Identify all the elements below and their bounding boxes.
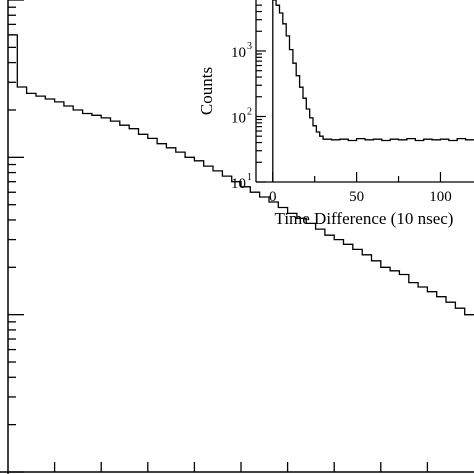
inset-y-tick-label: 10 <box>231 176 246 192</box>
inset-x-tick-label: 50 <box>349 189 364 205</box>
inset-y-tick-exponent: 1 <box>247 172 252 183</box>
inset-y-tick-exponent: 2 <box>247 106 252 117</box>
inset-x-tick-label: 0 <box>269 189 277 205</box>
inset-x-axis-label: Time Difference (10 nsec) <box>275 209 454 228</box>
inset-y-tick-label: 10 <box>231 110 246 126</box>
inset-x-tick-label: 100 <box>429 189 452 205</box>
main-x-ticks <box>53 462 429 472</box>
main-y-ticks <box>8 0 24 473</box>
inset-background <box>256 0 474 182</box>
inset-series-line <box>272 0 474 182</box>
main-series-line <box>8 34 474 316</box>
inset-y-axis-label: Counts <box>197 67 216 115</box>
inset-y-tick-label: 10 <box>231 45 246 61</box>
inset-y-tick-exponent: 3 <box>247 41 252 52</box>
